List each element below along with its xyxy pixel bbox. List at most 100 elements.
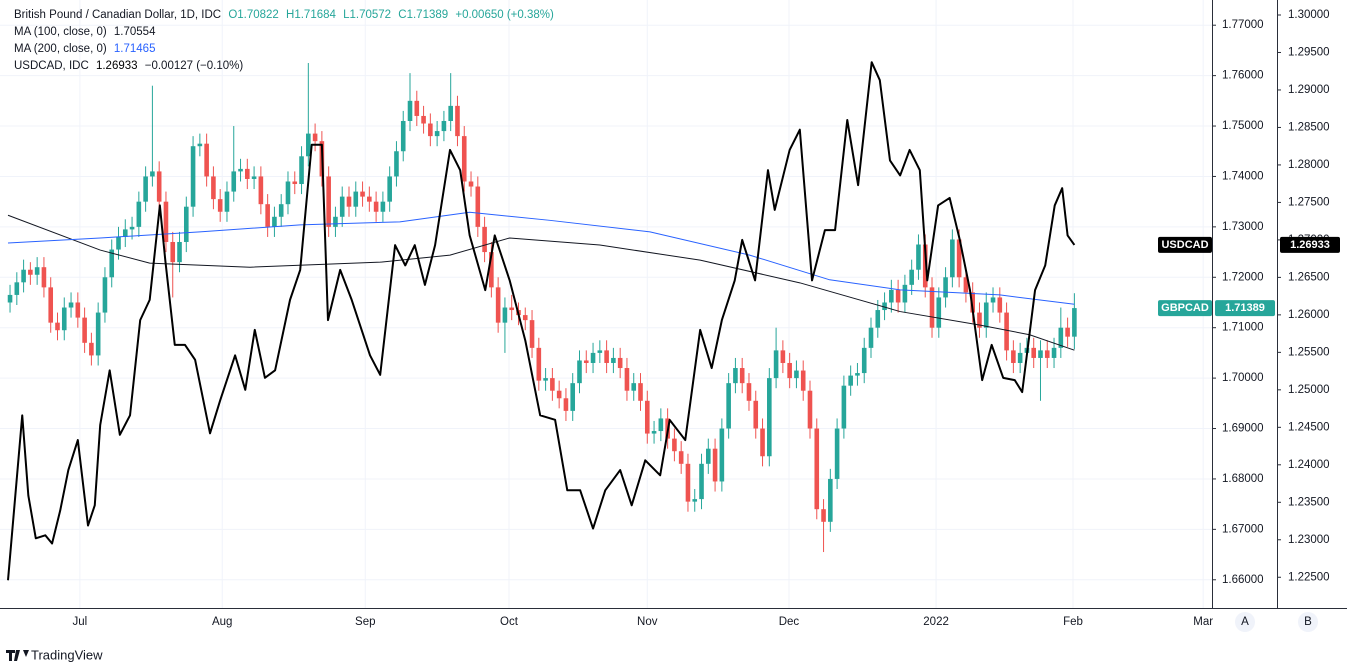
x-tick-label: Jul (73, 616, 88, 628)
candle-body (760, 428, 765, 457)
candle-body (699, 463, 704, 500)
candle-body (367, 196, 372, 202)
y2-tick-label: 1.28500 (1288, 121, 1330, 133)
candle-body (7, 294, 13, 303)
legend-value: H1.71684 (286, 9, 336, 21)
candle-body (455, 105, 460, 137)
candle-body (658, 418, 664, 432)
y-tick-label: 1.76000 (1222, 70, 1264, 82)
candle-body (828, 478, 833, 522)
x-tick-label: Sep (355, 616, 375, 628)
candle-body (685, 463, 691, 502)
candle-body (75, 302, 81, 318)
candle-body (82, 317, 87, 343)
candle-body (1051, 347, 1057, 358)
candle-body (441, 120, 447, 132)
candle-body (211, 176, 216, 200)
legend-title: MA (200, close, 0) (14, 43, 107, 55)
candle-body (136, 201, 142, 227)
y-tick-label: 1.73000 (1222, 221, 1264, 233)
candle-body (204, 143, 209, 177)
candle-body (726, 383, 731, 429)
x-tick-label: Aug (212, 616, 232, 628)
candle-body (495, 287, 501, 323)
candle-body (1058, 327, 1064, 348)
y2-tick-label: 1.28000 (1288, 159, 1330, 171)
candle-body (394, 151, 399, 177)
candle-body (224, 191, 230, 212)
candle-body (597, 350, 603, 353)
y2-tick-label: 1.23000 (1288, 534, 1330, 546)
candle-body (855, 373, 860, 376)
brand-name: TradingView (31, 647, 103, 662)
scale-button-label[interactable]: A (1241, 616, 1249, 628)
y2-tick-label: 1.24000 (1288, 459, 1330, 471)
candle-body (421, 115, 426, 124)
candle-body (577, 360, 582, 384)
legend-title: MA (100, close, 0) (14, 26, 107, 38)
price-tag-label: GBPCAD (1161, 302, 1209, 314)
candle-body (556, 390, 562, 399)
candle-body (109, 249, 115, 278)
candle-body (814, 428, 820, 510)
candle-body (990, 297, 996, 303)
candle-body (719, 428, 725, 482)
candle-body (89, 342, 94, 356)
candle-body (414, 100, 420, 116)
x-tick-label: Mar (1193, 616, 1213, 628)
legend-value: 1.71465 (113, 43, 156, 55)
candle-body (624, 368, 630, 391)
candle-body (21, 269, 26, 283)
candle-body (475, 186, 481, 227)
candle-body (1072, 308, 1077, 337)
legend-row: MA (200, close, 0) 1.71465 (14, 41, 558, 58)
candle-body (217, 199, 223, 212)
x-tick-label: Dec (779, 616, 800, 628)
candle-body (68, 302, 74, 308)
candle-body (570, 383, 576, 411)
candle-body (122, 229, 128, 237)
candle-body (41, 267, 47, 288)
candle-body (278, 204, 284, 217)
candle-body (177, 241, 182, 263)
candle-body (1065, 327, 1070, 337)
grid (0, 0, 1212, 608)
y2-tick-label: 1.26500 (1288, 271, 1330, 283)
candle-body (522, 315, 528, 321)
candle-body (692, 499, 698, 502)
candle-body (617, 357, 623, 369)
y2-tick-label: 1.30000 (1288, 9, 1330, 21)
legend-row: British Pound / Canadian Dollar, 1D, IDC… (14, 7, 558, 24)
candle-body (909, 269, 914, 285)
candle-body (841, 385, 847, 429)
candle-body (251, 176, 257, 179)
candle-body (733, 368, 738, 384)
x-tick-label: Oct (500, 616, 519, 628)
candle-body (1031, 347, 1037, 358)
candle-body (563, 398, 569, 411)
candle-body (821, 509, 826, 522)
candle-body (238, 168, 243, 172)
y-tick-label: 1.70000 (1222, 372, 1264, 384)
scale-button-label[interactable]: B (1304, 616, 1312, 628)
legend-value: 1.26933 (95, 60, 138, 72)
candle-body (943, 277, 948, 298)
y-tick-label: 1.67000 (1222, 523, 1264, 535)
candle-body (753, 400, 759, 429)
candle-body (895, 289, 901, 303)
candle-body (712, 448, 718, 482)
candle-body (672, 438, 677, 452)
candle-body (231, 171, 237, 192)
candle-body (28, 269, 33, 275)
y-tick-label: 1.74000 (1222, 170, 1264, 182)
scale-button[interactable] (1298, 612, 1318, 632)
scale-button[interactable] (1235, 612, 1255, 632)
candle-body (997, 297, 1003, 313)
candle-body (272, 216, 277, 227)
candle-body (116, 236, 121, 250)
candle-body (34, 267, 40, 275)
candle-body (312, 133, 318, 142)
candle-body (983, 302, 989, 328)
